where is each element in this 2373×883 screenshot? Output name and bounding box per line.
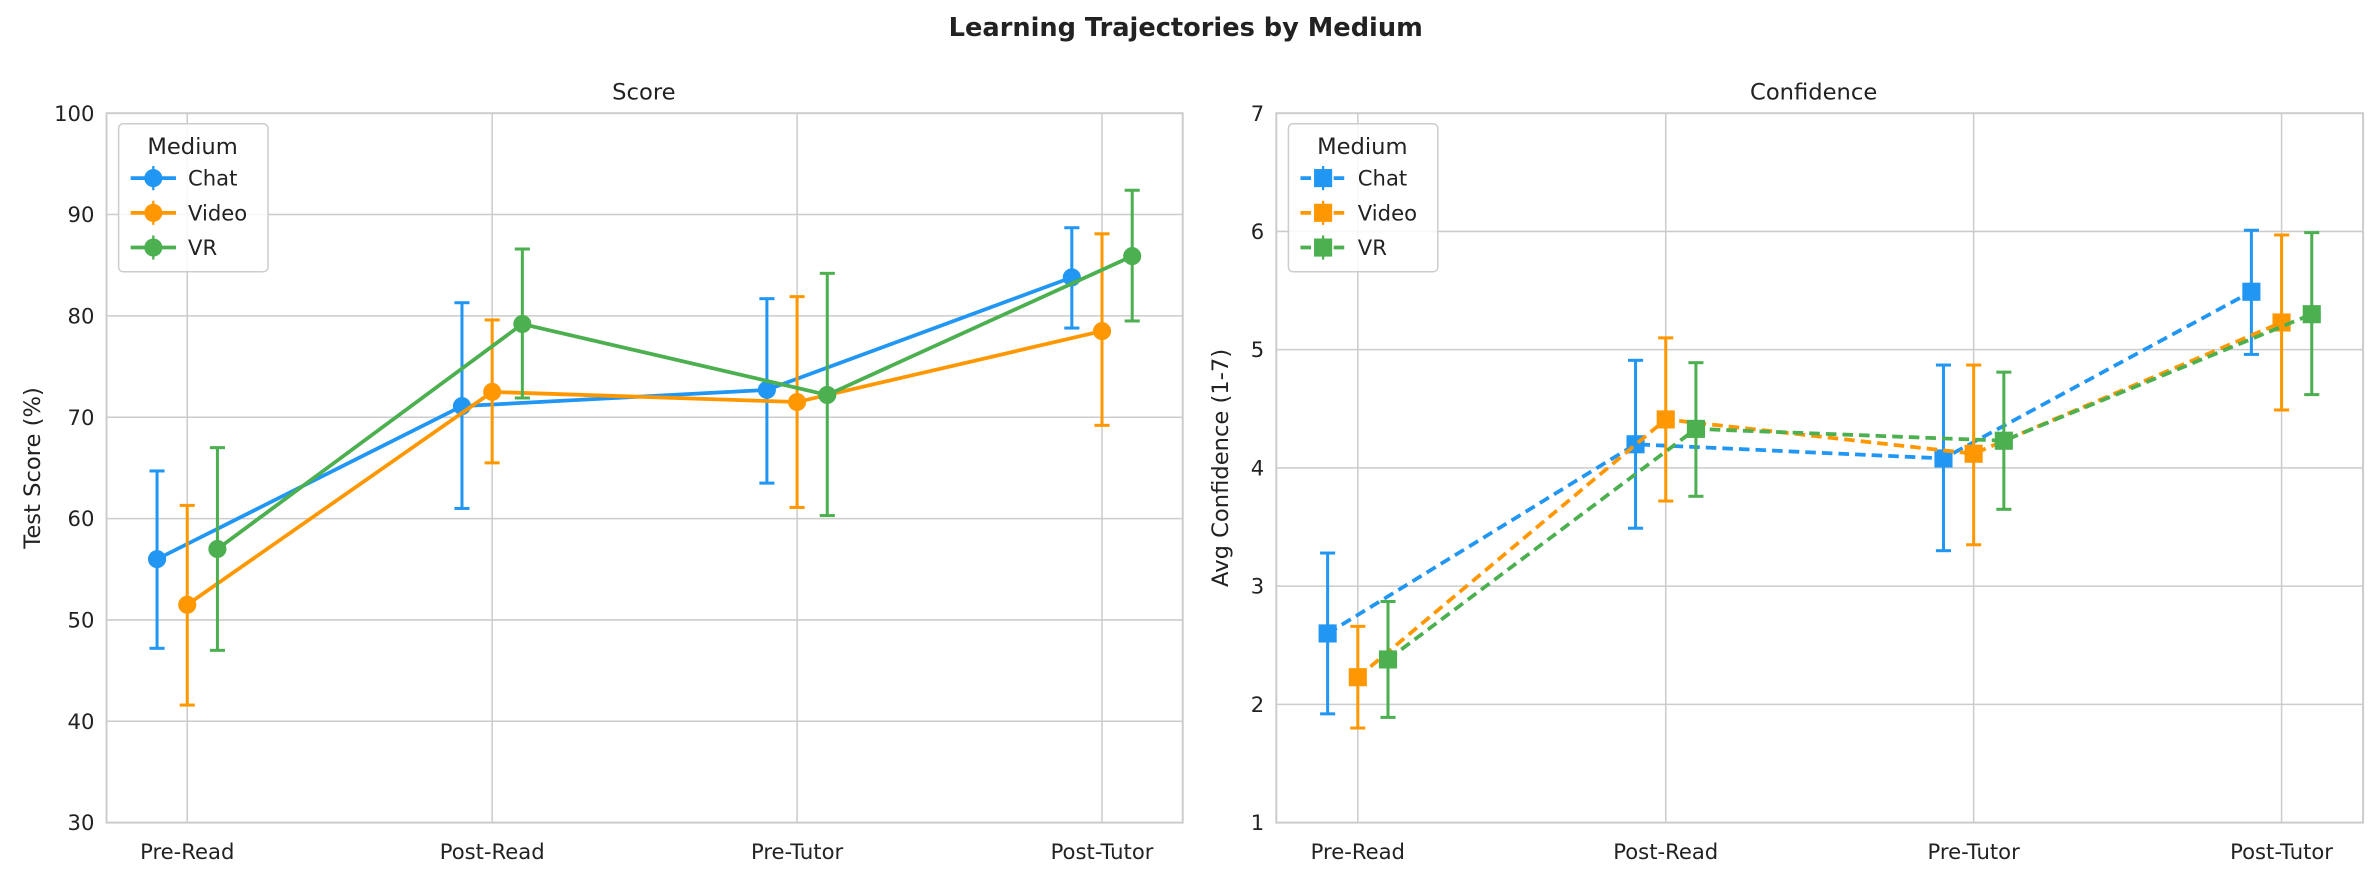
x-tick-label: Post-Read <box>1613 839 1718 864</box>
y-tick-label: 70 <box>68 405 95 430</box>
panel-title: Score <box>612 80 675 106</box>
x-tick-label: Pre-Tutor <box>751 839 844 864</box>
data-point <box>2242 282 2261 301</box>
series-line-video <box>186 329 1103 607</box>
y-tick-label: 80 <box>68 303 95 328</box>
y-tick-label: 4 <box>1251 455 1264 480</box>
x-tick-label: Post-Read <box>440 839 545 864</box>
legend-label: Chat <box>1358 166 1407 191</box>
data-point <box>1994 431 2013 450</box>
x-tick-label: Post-Tutor <box>2230 839 2333 864</box>
legend-marker <box>144 238 163 257</box>
data-point <box>757 380 776 399</box>
legend-label: Video <box>1358 200 1417 225</box>
y-tick-label: 40 <box>68 709 95 734</box>
data-point <box>1378 650 1398 669</box>
legend-label: VR <box>1358 235 1387 260</box>
x-tick-label: Post-Tutor <box>1051 839 1154 864</box>
x-tick-label: Pre-Read <box>140 839 234 864</box>
y-tick-label: 50 <box>68 607 95 632</box>
plot-frame <box>1275 112 2365 824</box>
y-tick-label: 30 <box>68 810 95 835</box>
data-point <box>1348 668 1367 687</box>
y-tick-label: 6 <box>1251 219 1264 244</box>
data-point <box>1092 322 1112 341</box>
legend-box <box>1287 123 1439 273</box>
data-point <box>1686 419 1705 438</box>
legend: Medium Chat Video VR <box>1287 123 1439 273</box>
series-line-video <box>1356 320 2283 679</box>
data-point <box>483 382 502 401</box>
data-point <box>1964 444 1983 463</box>
series-line-chat <box>1326 290 2253 636</box>
y-tick-label: 2 <box>1251 692 1264 717</box>
confidence-panel: Confidence Avg Confidence (1-7) 1 2 3 4 5 6 7 P… <box>1208 80 2365 864</box>
legend-label: Video <box>188 200 247 225</box>
legend-label: VR <box>188 235 217 260</box>
data-point <box>818 385 837 405</box>
data-point <box>1656 410 1675 429</box>
data-point <box>178 595 197 614</box>
y-tick-label: 1 <box>1251 810 1264 835</box>
figure-title: Learning Trajectories by Medium <box>949 13 1423 43</box>
x-tick-label: Pre-Read <box>1311 839 1405 864</box>
score-panel: Score Test Score (%) 30 40 50 60 70 80 90 100 Pr… <box>20 80 1184 864</box>
plot-frame <box>105 112 1184 824</box>
x-tick-label: Pre-Tutor <box>1928 839 2021 864</box>
y-axis-label: Avg Confidence (1-7) <box>1208 349 1234 587</box>
legend-label: Chat <box>188 166 237 191</box>
series-line-vr <box>216 254 1133 551</box>
legend-title: Medium <box>1317 134 1407 160</box>
data-point <box>1318 624 1337 643</box>
legend: Medium Chat Video VR <box>117 123 269 273</box>
data-point <box>208 539 227 559</box>
legend-marker <box>1314 238 1333 257</box>
data-point <box>1934 449 1953 468</box>
y-axis-label: Test Score (%) <box>20 387 46 549</box>
data-point <box>147 550 167 569</box>
data-point <box>513 314 532 334</box>
legend-marker <box>1314 203 1333 222</box>
panel-title: Confidence <box>1750 80 1877 106</box>
y-tick-label: 3 <box>1251 574 1264 599</box>
legend-marker <box>144 203 163 222</box>
legend-marker <box>1314 169 1333 188</box>
series-line-vr <box>1386 312 2313 661</box>
y-tick-label: 100 <box>54 101 94 126</box>
y-tick-label: 60 <box>68 506 95 531</box>
legend-box <box>117 123 269 273</box>
legend-marker <box>144 169 163 188</box>
legend-title: Medium <box>147 134 237 160</box>
y-tick-label: 5 <box>1251 337 1264 362</box>
y-tick-label: 7 <box>1251 101 1264 126</box>
data-point <box>788 392 807 412</box>
data-point <box>1123 247 1142 266</box>
data-point <box>2302 305 2321 324</box>
series-line-chat <box>156 275 1073 561</box>
y-tick-label: 90 <box>68 202 95 227</box>
